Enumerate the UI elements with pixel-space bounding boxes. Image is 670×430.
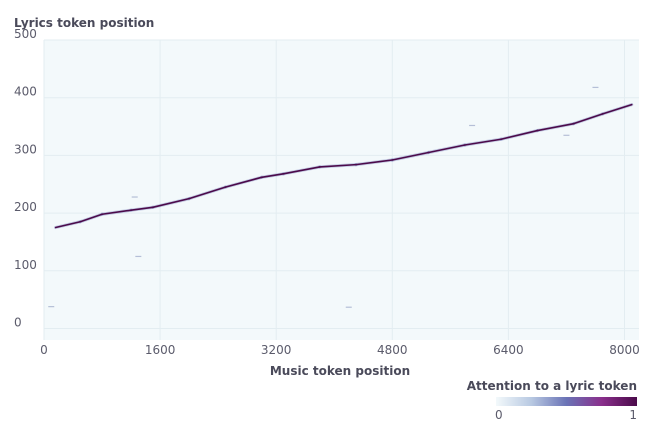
y-tick-label: 400 — [14, 85, 37, 99]
alignment-segment — [536, 122, 575, 132]
x-axis-title: Music token position — [270, 364, 410, 378]
noise-mark — [592, 86, 599, 89]
colorbar-title: Attention to a lyric token — [467, 379, 637, 393]
x-tick-label: 3200 — [261, 343, 292, 357]
x-tick-label: 8000 — [609, 343, 640, 357]
alignment-segment — [391, 151, 430, 161]
noise-mark — [469, 124, 476, 127]
x-tick-label: 1600 — [145, 343, 176, 357]
noise-mark — [48, 306, 55, 308]
colorbar: Attention to a lyric token 0 1 — [467, 379, 637, 422]
plot-background — [44, 40, 639, 340]
colorbar-min-label: 0 — [495, 408, 503, 422]
alignment-path — [54, 103, 634, 230]
alignment-segment — [130, 206, 154, 211]
y-axis-title: Lyrics token position — [14, 16, 154, 30]
y-tick-label: 300 — [14, 142, 37, 156]
noise-mark — [131, 196, 138, 198]
x-tick-label: 4800 — [377, 343, 408, 357]
alignment-segment — [464, 138, 502, 146]
y-tick-label: 500 — [14, 27, 37, 41]
alignment-segment — [188, 186, 227, 200]
colorbar-gradient — [496, 397, 637, 406]
alignment-segment — [282, 166, 321, 175]
alignment-segment — [355, 159, 394, 166]
noise-mark — [563, 134, 570, 136]
alignment-segment — [318, 163, 357, 168]
alignment-segment — [427, 144, 466, 154]
alignment-segment — [79, 213, 103, 223]
noise-marks — [48, 86, 599, 308]
colorbar-max-label: 1 — [629, 408, 637, 422]
alignment-segment — [260, 173, 285, 179]
noise-mark — [135, 255, 142, 258]
alignment-segment — [224, 176, 263, 188]
grid-lines — [43, 39, 639, 340]
x-tick-labels: 0 1600 3200 4800 6400 8000 — [40, 343, 640, 357]
x-tick-label: 0 — [40, 343, 48, 357]
alignment-segment — [601, 103, 633, 115]
y-tick-label: 0 — [14, 315, 22, 329]
alignment-segment — [101, 209, 132, 216]
alignment-segment — [500, 129, 539, 141]
noise-mark — [345, 306, 352, 308]
x-tick-label: 6400 — [493, 343, 524, 357]
y-tick-label: 100 — [14, 258, 37, 272]
y-tick-label: 200 — [14, 200, 37, 214]
alignment-segment — [572, 113, 604, 125]
alignment-segment — [54, 220, 82, 229]
y-tick-labels: 0 100 200 300 400 500 — [14, 27, 37, 329]
alignment-segment — [152, 197, 190, 209]
